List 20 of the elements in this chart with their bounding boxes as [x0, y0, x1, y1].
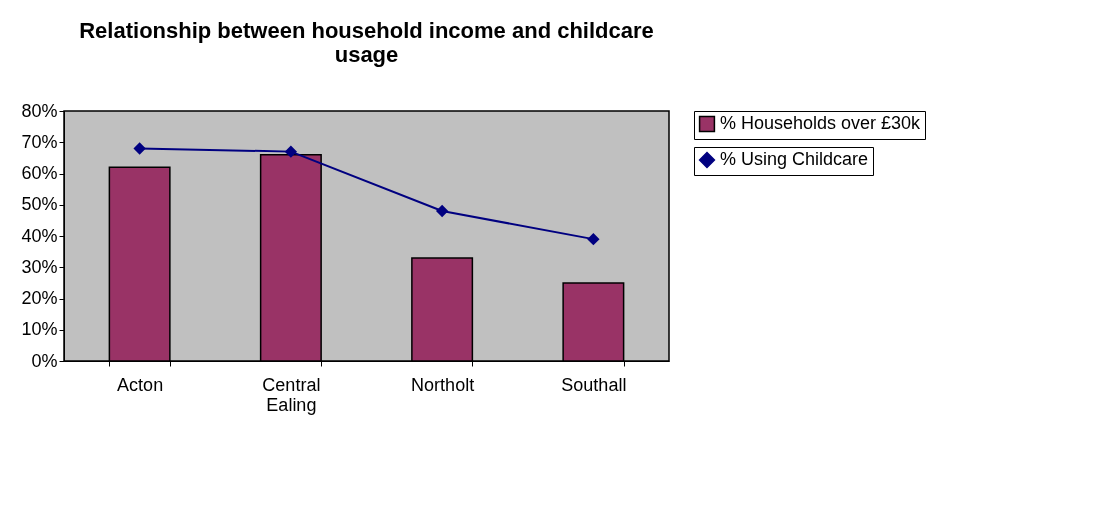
- chart-title: Relationship between household income and childcare usage: [79, 18, 654, 67]
- y-tick-label: 30%: [21, 256, 58, 277]
- y-tick-label: 0%: [31, 350, 58, 371]
- point: [133, 142, 146, 155]
- y-tick-label: 20%: [21, 288, 58, 308]
- y-tick-label: 40%: [21, 225, 58, 246]
- x-tick-label: Northolt: [411, 374, 475, 395]
- y-tick-label: 80%: [21, 100, 58, 121]
- point: [285, 145, 297, 158]
- x-tick-label: Central Ealing: [262, 374, 321, 415]
- legend-label: % Using Childcare: [720, 149, 869, 169]
- y-tick-label: 60%: [21, 163, 58, 183]
- point: [587, 233, 600, 245]
- y-tick-label: 10%: [21, 319, 58, 340]
- x-tick-label: Acton: [117, 374, 164, 395]
- point: [436, 205, 448, 217]
- x-tick-label: Southall: [561, 374, 627, 395]
- legend-label: % Households over £30k: [720, 113, 922, 133]
- y-tick-label: 70%: [21, 131, 58, 152]
- y-tick-label: 50%: [21, 194, 58, 215]
